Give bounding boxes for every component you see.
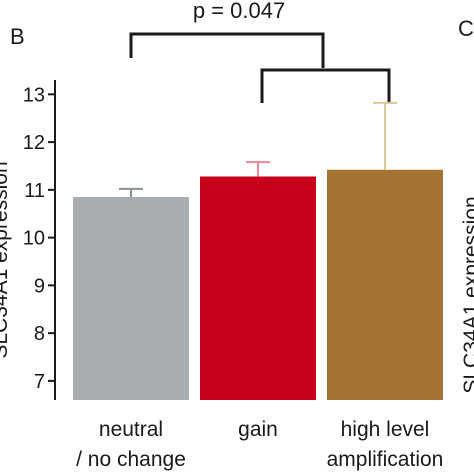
significance-label: p = 0.047 [193, 0, 285, 23]
significance-bracket-inner [260, 68, 391, 103]
y-tick-label-10: 10 [23, 228, 45, 250]
y-tick-label-9: 9 [34, 275, 45, 297]
significance-bracket-outer [129, 32, 325, 68]
x-tick-label-3-line1: high level [341, 418, 430, 441]
bar-2 [200, 176, 316, 400]
x-tick-label-1-line1: neutral [99, 418, 163, 441]
y-tick-label-11: 11 [24, 180, 45, 202]
plot-group: 7 8 9 10 11 12 13 neutral / no change gain high le… [23, 80, 444, 471]
neighbor-y-axis-label: SLC34A1 expression [460, 196, 474, 393]
panel-letter: B [10, 24, 25, 49]
y-tick-label-13: 13 [23, 84, 45, 106]
bar-3 [327, 169, 443, 400]
x-tick-label-3-line2: amplification [327, 448, 444, 471]
neighbor-panel-letter: C [458, 16, 474, 41]
y-tick-label-12: 12 [23, 132, 45, 154]
x-tick-label-1-line2: / no change [76, 448, 186, 471]
y-tick-label-7: 7 [34, 371, 45, 393]
bar-1 [73, 197, 189, 400]
y-axis-label: SLC34A1 expression [0, 161, 12, 358]
x-tick-label-2-line1: gain [238, 418, 278, 441]
y-tick-label-8: 8 [34, 323, 45, 345]
